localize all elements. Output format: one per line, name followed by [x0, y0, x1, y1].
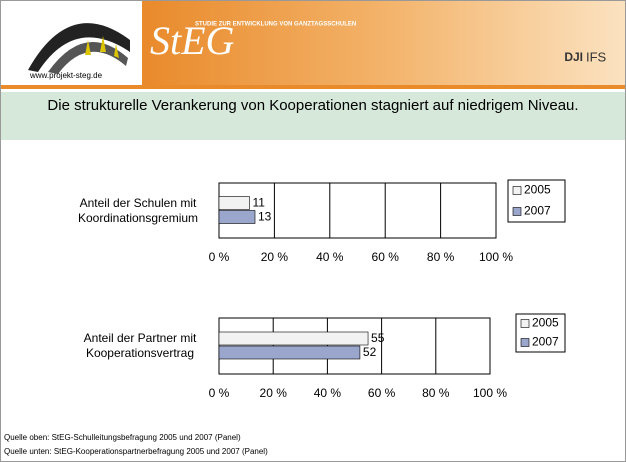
- legend-swatch: [512, 186, 522, 195]
- legend-label: 2005: [532, 316, 559, 330]
- header-band: [142, 1, 625, 85]
- x-tick-label: 40 %: [314, 386, 342, 400]
- header-subtitle: STUDIE ZUR ENTWICKLUNG VON GANZTAGSSCHUL…: [195, 22, 356, 28]
- plot-area: [219, 183, 496, 238]
- bar: [218, 345, 361, 360]
- bar: [218, 210, 256, 224]
- x-tick-label: 60 %: [372, 250, 400, 264]
- source-note: Quelle oben: StEG-Schulleitungsbefragung…: [4, 433, 241, 442]
- logo-arch: [48, 41, 128, 74]
- x-tick-label: 20 %: [260, 386, 288, 400]
- legend-label: 2007: [532, 335, 559, 349]
- header-url: www.projekt-steg.de: [29, 71, 103, 80]
- value-label: 13: [258, 210, 272, 224]
- x-tick-label: 40 %: [316, 250, 344, 264]
- bar: [218, 196, 250, 210]
- x-tick-label: 0 %: [209, 250, 230, 264]
- x-tick-label: 0 %: [209, 386, 230, 400]
- legend-swatch: [520, 338, 530, 347]
- x-tick-label: 100 %: [473, 386, 507, 400]
- x-tick-label: 80 %: [422, 386, 450, 400]
- x-tick-label: 60 %: [368, 386, 396, 400]
- legend-label: 2005: [524, 183, 551, 197]
- source-note: Quelle unten: StEG-Kooperationspartnerbe…: [4, 447, 268, 456]
- header-dji: DJI: [564, 50, 583, 64]
- category-label: Anteil der Schulen mit Koordinationsgrem…: [77, 195, 199, 225]
- x-tick-label: 100 %: [479, 250, 513, 264]
- header-ifs: IFS: [586, 49, 607, 64]
- logo-arch: [28, 23, 130, 72]
- title-band: [1, 92, 625, 140]
- header-rule: [1, 85, 625, 89]
- x-tick-label: 80 %: [427, 250, 455, 264]
- x-tick-label: 20 %: [261, 250, 289, 264]
- bar: [218, 331, 369, 346]
- value-label: 52: [363, 345, 377, 359]
- value-label: 55: [371, 331, 385, 345]
- slide-title: Die strukturelle Verankerung von Koopera…: [47, 97, 579, 114]
- logo-figures: [85, 36, 119, 58]
- legend-swatch: [512, 207, 522, 216]
- legend-swatch: [520, 319, 530, 328]
- legend-label: 2007: [524, 204, 551, 218]
- value-label: 11: [252, 196, 265, 210]
- header-logo: StEG: [150, 18, 235, 63]
- category-label: Anteil der Partner mit Kooperationsvertr…: [83, 331, 197, 360]
